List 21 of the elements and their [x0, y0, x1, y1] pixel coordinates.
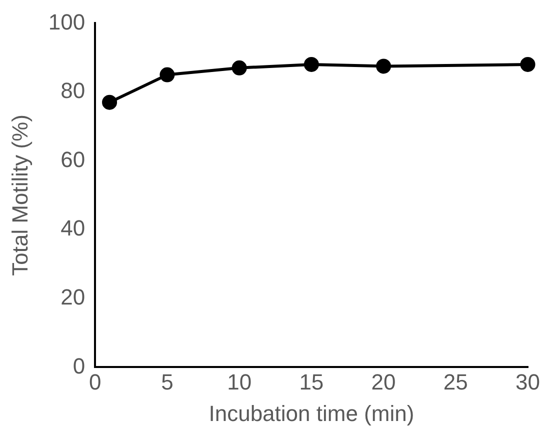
y-axis-title: Total Motility (%)	[7, 114, 32, 276]
y-tick-label: 0	[72, 353, 86, 378]
x-tick-label: 20	[371, 369, 396, 394]
y-tick-label: 100	[48, 9, 86, 34]
y-tick-label: 60	[60, 146, 86, 172]
x-tick-label: 25	[443, 369, 468, 394]
x-tick-label: 30	[516, 369, 540, 394]
x-tick-label: 5	[161, 369, 174, 394]
x-tick-label: 10	[227, 369, 252, 394]
point	[232, 60, 247, 76]
point	[376, 58, 392, 74]
x-tick-label: 0	[88, 369, 102, 394]
y-tick-label: 20	[60, 284, 86, 310]
point	[102, 94, 118, 110]
y-tick-label: 80	[60, 78, 86, 104]
point	[160, 67, 175, 82]
x-tick-label: 15	[299, 369, 324, 394]
y-tick-label: 40	[60, 216, 86, 241]
point	[520, 56, 536, 72]
point	[304, 56, 319, 72]
x-axis-title: Incubation time (min)	[208, 400, 414, 426]
